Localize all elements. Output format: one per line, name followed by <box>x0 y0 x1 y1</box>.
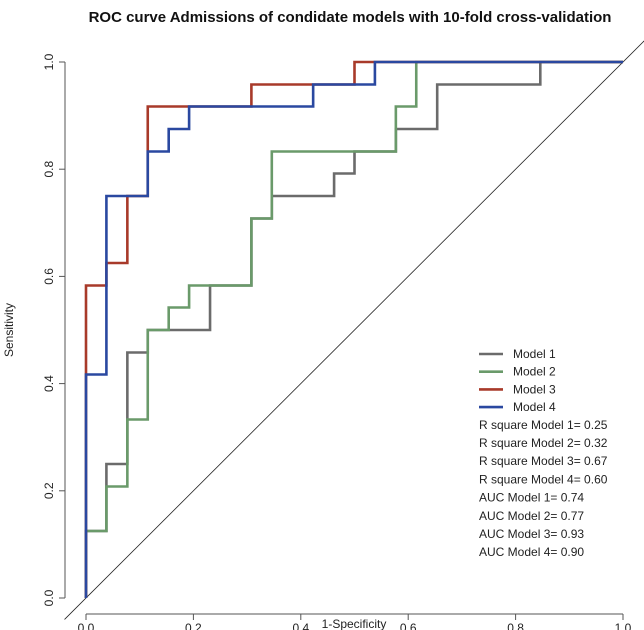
legend-annotation: R square Model 2= 0.32 <box>479 436 608 450</box>
legend-label-model-4: Model 4 <box>513 400 556 414</box>
x-tick-label: 0.4 <box>292 621 309 630</box>
legend-annotation: R square Model 3= 0.67 <box>479 454 608 468</box>
legend-label-model-3: Model 3 <box>513 382 556 396</box>
legend-annotation: R square Model 4= 0.60 <box>479 472 608 486</box>
x-axis-label: 1-Specificity <box>322 617 387 630</box>
series-line-model-2 <box>84 60 623 598</box>
chart-title: ROC curve Admissions of condidate models… <box>89 9 612 26</box>
reference-diagonal-line <box>64 40 644 620</box>
x-tick-label: 0.2 <box>185 621 202 630</box>
series-line-model-4 <box>84 60 623 598</box>
x-tick-label: 0.0 <box>78 621 95 630</box>
legend-annotation: R square Model 1= 0.25 <box>479 418 608 432</box>
y-tick-label: 0.2 <box>42 482 56 499</box>
legend-annotation: AUC Model 1= 0.74 <box>479 491 584 505</box>
y-tick-label: 0.8 <box>42 161 56 178</box>
legend-annotation: AUC Model 4= 0.90 <box>479 545 584 559</box>
legend-annotation: AUC Model 3= 0.93 <box>479 527 584 541</box>
y-tick-label: 0.6 <box>42 268 56 285</box>
legend-label-model-1: Model 1 <box>513 347 556 361</box>
y-tick-label: 0.4 <box>42 375 56 392</box>
legend-label-model-2: Model 2 <box>513 365 556 379</box>
x-tick-label: 1.0 <box>615 621 632 630</box>
x-tick-label: 0.8 <box>507 621 524 630</box>
y-tick-label: 0.0 <box>42 589 56 606</box>
legend-annotation: AUC Model 2= 0.77 <box>479 509 584 523</box>
y-tick-label: 1.0 <box>42 53 56 70</box>
y-axis-label: Sensitivity <box>2 303 16 357</box>
x-tick-label: 0.6 <box>400 621 417 630</box>
